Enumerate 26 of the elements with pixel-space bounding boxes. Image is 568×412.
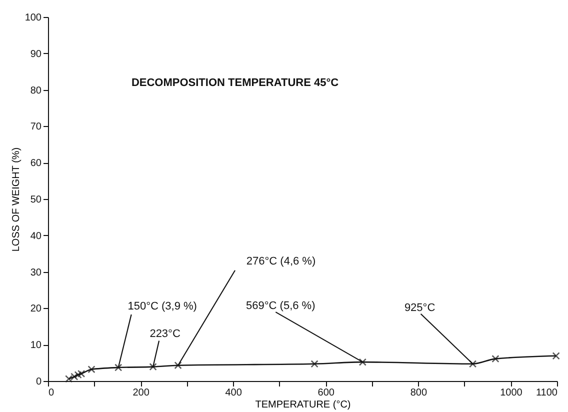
annotation: DECOMPOSITION TEMPERATURE 45°C (131, 77, 339, 89)
x-tick-label: 600 (318, 388, 335, 398)
x-tick-label: 400 (225, 388, 242, 398)
y-tick-label: 90 (30, 48, 42, 60)
y-tick-label: 50 (30, 194, 42, 206)
annotation: 223°C (150, 328, 180, 340)
y-tick-label: 0 (36, 376, 42, 388)
y-tick-label: 60 (30, 158, 42, 170)
annotation: 569°C (5,6 %) (246, 300, 316, 312)
x-tick-label: 200 (132, 388, 150, 398)
x-tick-label: 800 (410, 388, 428, 398)
x-tick-label: 1100 (536, 388, 558, 398)
y-axis-title: LOSS OF WEIGHT (%) (10, 147, 22, 252)
y-tick-label: 100 (24, 12, 42, 24)
x-axis-title: TEMPERATURE (°C) (255, 400, 351, 410)
annotation: 150°C (3,9 %) (128, 300, 197, 313)
annotation: 925°C (404, 302, 436, 314)
x-tick-label: 1000 (500, 388, 523, 398)
y-tick-label: 40 (30, 230, 42, 242)
y-tick-label: 80 (30, 85, 42, 96)
annotation: 276°C (4,6 %) (246, 255, 316, 268)
y-tick-label: 70 (30, 122, 42, 133)
y-tick-label: 30 (30, 267, 42, 278)
x-tick-label: 0 (48, 388, 54, 398)
y-tick-label: 10 (30, 340, 42, 352)
y-tick-label: 20 (30, 304, 42, 315)
